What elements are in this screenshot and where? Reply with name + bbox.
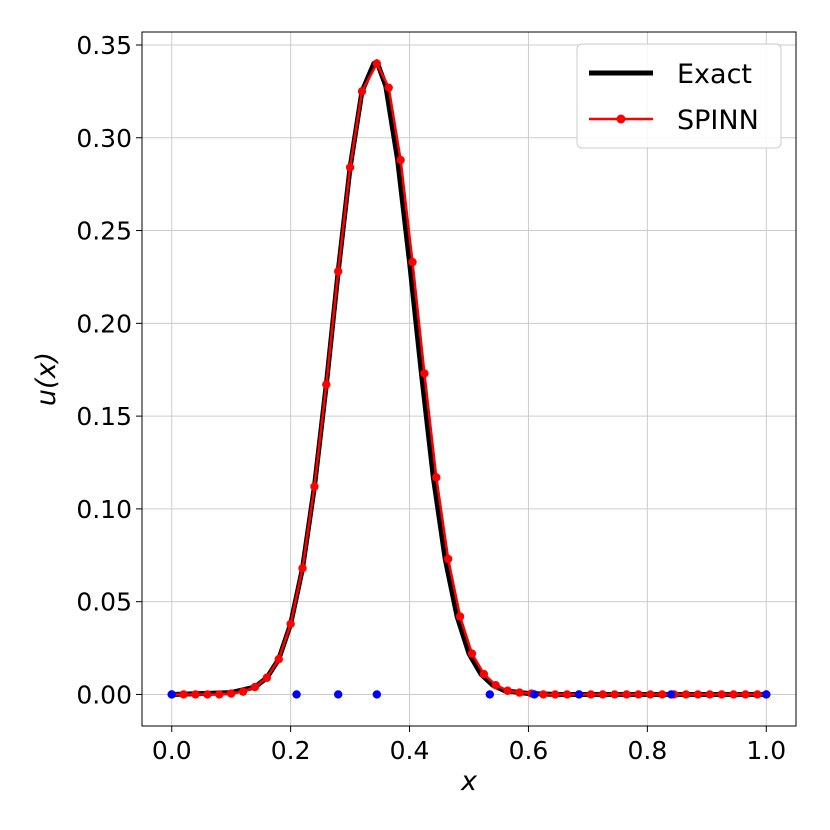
series-point-spinn: [562, 690, 572, 699]
blue-point: [167, 690, 176, 699]
blue-point: [530, 690, 539, 699]
series-point-spinn: [610, 690, 619, 699]
series-point-spinn: [191, 690, 200, 699]
series-point-spinn: [467, 649, 477, 658]
series-point-spinn: [658, 690, 667, 699]
series-point-spinn: [226, 689, 236, 698]
y-tick-label: 0.20: [76, 309, 132, 338]
series-point-spinn: [357, 87, 367, 96]
series-point-spinn: [298, 564, 307, 573]
series-point-spinn: [705, 690, 714, 699]
y-tick-label: 0.15: [76, 402, 132, 431]
y-tick-label: 0.35: [76, 31, 132, 60]
y-axis-title: u(x): [31, 352, 62, 406]
series-point-spinn: [598, 690, 607, 699]
y-tick-label: 0.00: [76, 680, 132, 709]
plot-frame: [141, 31, 797, 727]
x-axis-ticks: 0.0 0.2 0.4 0.6 0.8 1.0: [152, 726, 786, 765]
series-point-spinn: [646, 690, 655, 699]
series-point-spinn: [179, 690, 188, 699]
series-point-spinn: [250, 682, 260, 692]
series-point-spinn: [322, 380, 331, 389]
series-point-spinn: [432, 473, 441, 482]
y-axis-ticks: 0.00 0.05 0.10 0.15 0.20 0.25 0.30 0.35: [76, 31, 142, 709]
series-point-spinn: [215, 690, 224, 699]
blue-point: [292, 690, 301, 699]
series-point-spinn: [717, 690, 726, 699]
series-point-spinn: [479, 669, 489, 679]
series-layer: [167, 59, 771, 699]
series-point-spinn: [622, 690, 631, 699]
series-point-spinn: [274, 654, 283, 664]
series-point-spinn: [396, 155, 405, 165]
series-point-spinn: [384, 83, 393, 92]
blue-point: [485, 690, 495, 699]
y-tick-label: 0.25: [76, 217, 132, 246]
series-point-spinn: [515, 688, 524, 697]
series-point-spinn: [729, 690, 738, 699]
legend-spinn-label: SPINN: [677, 105, 759, 136]
x-tick-label: 0.6: [509, 736, 549, 765]
series-point-spinn: [681, 690, 691, 699]
legend: Exact SPINN: [576, 43, 782, 149]
legend-exact-label: Exact: [677, 59, 752, 90]
series-point-spinn: [741, 690, 750, 699]
series-point-spinn: [753, 690, 762, 699]
blue-point: [334, 690, 343, 699]
series-point-spinn: [345, 163, 355, 172]
series-point-spinn: [551, 690, 560, 699]
x-tick-label: 0.0: [152, 736, 192, 765]
series-point-spinn: [693, 690, 703, 699]
series-point-spinn: [586, 690, 596, 699]
series-line-exact: [171, 59, 767, 697]
x-tick-label: 1.0: [746, 736, 786, 765]
series-point-spinn: [503, 686, 512, 695]
series-point-spinn: [491, 680, 500, 690]
legend-spinn-marker: [616, 114, 626, 124]
series-point-spinn: [286, 619, 295, 629]
x-tick-label: 0.2: [271, 736, 311, 765]
series-line-spinn: [171, 62, 767, 696]
series-point-spinn: [310, 482, 319, 491]
legend-box: [576, 43, 782, 149]
series-point-spinn: [203, 690, 212, 699]
series-point-spinn: [634, 690, 643, 699]
x-axis-title: x: [460, 766, 478, 797]
x-tick-label: 0.8: [627, 736, 667, 765]
blue-point: [372, 690, 382, 699]
series-point-spinn: [420, 369, 429, 378]
y-tick-label: 0.30: [76, 124, 132, 153]
blue-point: [762, 690, 771, 699]
blue-point: [574, 690, 584, 699]
series-point-spinn: [262, 673, 272, 682]
series-point-spinn: [408, 257, 417, 267]
y-tick-label: 0.05: [76, 588, 132, 617]
series-point-spinn: [334, 267, 343, 276]
x-tick-label: 0.4: [390, 736, 430, 765]
series-point-spinn: [372, 59, 382, 68]
series-point-spinn: [539, 690, 548, 699]
series-point-spinn: [443, 554, 453, 564]
blue-point: [666, 690, 676, 699]
series-point-spinn: [238, 687, 248, 696]
series-point-spinn: [455, 612, 465, 621]
y-tick-label: 0.10: [76, 495, 132, 524]
extra-points-layer: [167, 690, 771, 699]
